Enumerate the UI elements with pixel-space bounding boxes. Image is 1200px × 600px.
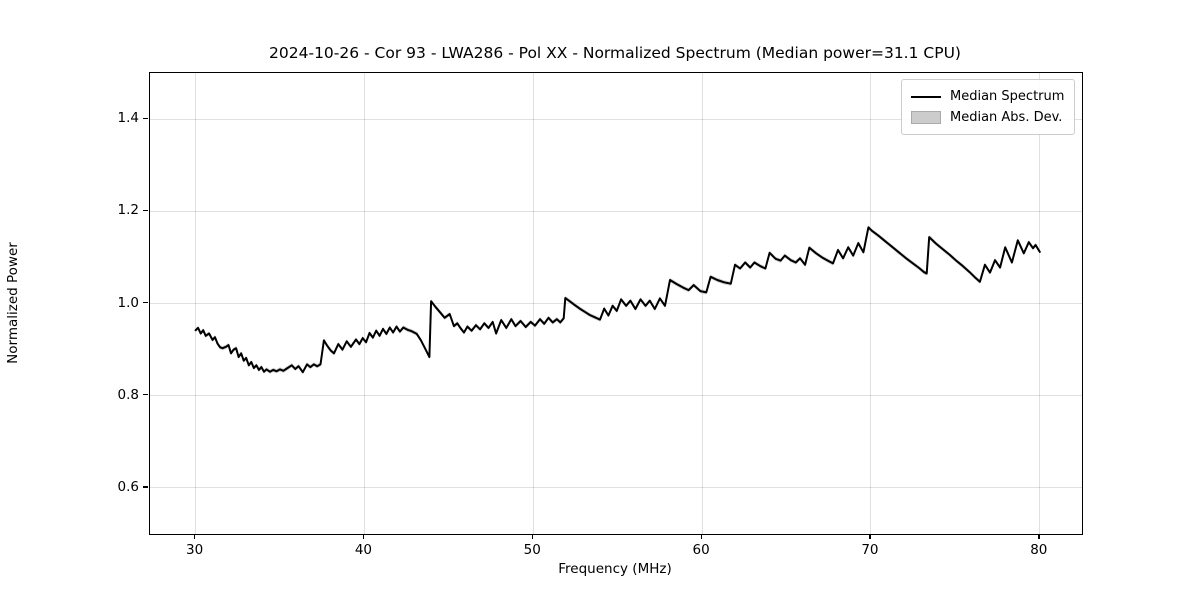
y-tick-label: 1.4 — [117, 110, 139, 127]
gridline — [150, 118, 1082, 120]
legend: Median Spectrum Median Abs. Dev. — [901, 79, 1075, 135]
y-tick — [143, 209, 148, 212]
legend-item-median-spectrum: Median Spectrum — [911, 86, 1065, 107]
x-tick — [531, 534, 534, 539]
x-tick — [700, 534, 702, 539]
x-tick-label: 60 — [692, 542, 710, 558]
gridline — [150, 303, 1082, 304]
y-tick — [143, 394, 148, 396]
gridline — [150, 487, 1082, 489]
y-tick — [143, 486, 148, 488]
median-spectrum-line-swatch — [911, 95, 941, 98]
x-tick — [1038, 534, 1040, 539]
x-tick-label: 50 — [523, 542, 541, 558]
spectrum-plot — [194, 225, 1041, 375]
gridline — [532, 73, 534, 534]
x-tick-label: 70 — [861, 542, 879, 558]
median-spectrum-line — [194, 226, 1041, 374]
gridline — [701, 73, 703, 534]
y-tick-label: 1.0 — [117, 294, 139, 311]
y-tick-label: 0.6 — [117, 478, 139, 495]
x-tick-label: 30 — [185, 542, 204, 558]
y-tick-label: 0.8 — [117, 386, 139, 403]
y-tick — [143, 117, 148, 119]
legend-label: Median Abs. Dev. — [950, 110, 1063, 125]
gridline — [870, 73, 872, 534]
y-axis-label: Normalized Power — [5, 242, 21, 364]
x-tick — [869, 534, 871, 539]
median-abs-dev-patch-swatch — [911, 111, 941, 124]
y-tick — [143, 302, 148, 304]
legend-label: Median Spectrum — [950, 89, 1065, 104]
gridline — [150, 210, 1082, 212]
x-axis-label: Frequency (MHz) — [558, 561, 672, 577]
gridline — [1039, 73, 1041, 534]
plot-area — [149, 72, 1083, 535]
x-tick-label: 80 — [1030, 542, 1048, 558]
median-abs-dev-band — [195, 225, 1040, 375]
chart-title: 2024-10-26 - Cor 93 - LWA286 - Pol XX - … — [269, 44, 961, 62]
gridline — [150, 395, 1082, 397]
x-tick — [194, 534, 196, 539]
gridline — [195, 73, 197, 534]
x-tick-label: 40 — [354, 542, 373, 558]
y-tick-label: 1.2 — [117, 202, 139, 219]
legend-item-median-abs-dev: Median Abs. Dev. — [911, 107, 1065, 128]
x-tick — [362, 534, 365, 539]
gridline — [363, 73, 365, 534]
